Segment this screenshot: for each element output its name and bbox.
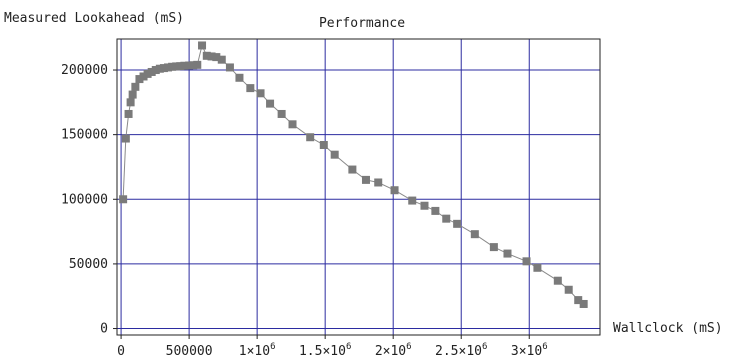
x-tick-label: 3×106 [511,342,548,359]
y-axis-ticks: 0 50000 100000 150000 200000 [61,63,117,337]
data-point [212,53,221,62]
data-point [135,75,144,84]
data-point [470,230,479,239]
chart-title: Performance [319,16,405,31]
data-point [574,296,583,305]
data-point [330,150,339,159]
data-point [225,63,234,72]
data-point [217,55,226,64]
data-point [503,249,512,258]
x-tick-label: 1×106 [239,342,276,359]
data-point [128,90,137,99]
data-point [139,72,148,81]
data-point [256,89,265,98]
data-point [159,64,168,73]
data-point [266,99,275,108]
data-point [176,62,185,71]
data-point [235,73,244,82]
x-tick-label: 0 [117,344,125,359]
x-axis-label: Wallclock (mS) [613,321,723,336]
data-point [121,134,130,143]
data-point [126,98,135,107]
data-markers [119,41,588,308]
data-point [164,63,173,72]
data-point [420,201,429,210]
plot-frame [116,38,601,336]
data-point [431,206,440,215]
data-point [193,60,202,69]
data-point [147,67,156,76]
data-point [564,285,573,294]
x-tick-label: 2×106 [375,342,412,359]
data-point [151,66,160,75]
x-tick-label: 500000 [166,344,213,359]
data-point [143,69,152,78]
data-point [319,140,328,149]
y-axis-label: Measured Lookahead (mS) [4,11,184,26]
data-point [408,196,417,205]
x-axis-ticks: 0 500000 1×106 1.5×106 2×106 2.5×106 3×106 [117,335,548,359]
y-tick-label: 50000 [69,257,108,272]
y-tick-label: 200000 [61,63,108,78]
data-point [553,276,562,285]
data-point [374,178,383,187]
data-point [361,175,370,184]
data-point [180,61,189,70]
x-tick-label: 1.5×106 [299,342,351,359]
data-point [533,263,542,272]
data-point [131,82,140,91]
data-point [207,52,216,61]
data-point [124,109,133,118]
data-point [168,62,177,71]
data-point [189,61,198,70]
data-point [306,133,315,142]
y-tick-label: 0 [100,322,108,337]
data-point [155,64,164,73]
data-point [246,84,255,93]
data-point [172,62,181,71]
y-tick-label: 100000 [61,192,108,207]
data-point [579,299,588,308]
data-point [522,257,531,266]
data-point [119,195,128,204]
x-tick-label: 2.5×106 [435,342,487,359]
y-tick-label: 150000 [61,128,108,143]
data-point [202,51,211,60]
series-line [122,43,584,305]
data-point [453,219,462,228]
data-point [442,214,451,223]
data-point [185,61,194,70]
gridlines [117,39,600,335]
data-point [198,41,207,50]
data-point [288,120,297,129]
data-point [348,165,357,174]
data-point [277,109,286,118]
data-point [390,186,399,195]
data-point [489,243,498,252]
